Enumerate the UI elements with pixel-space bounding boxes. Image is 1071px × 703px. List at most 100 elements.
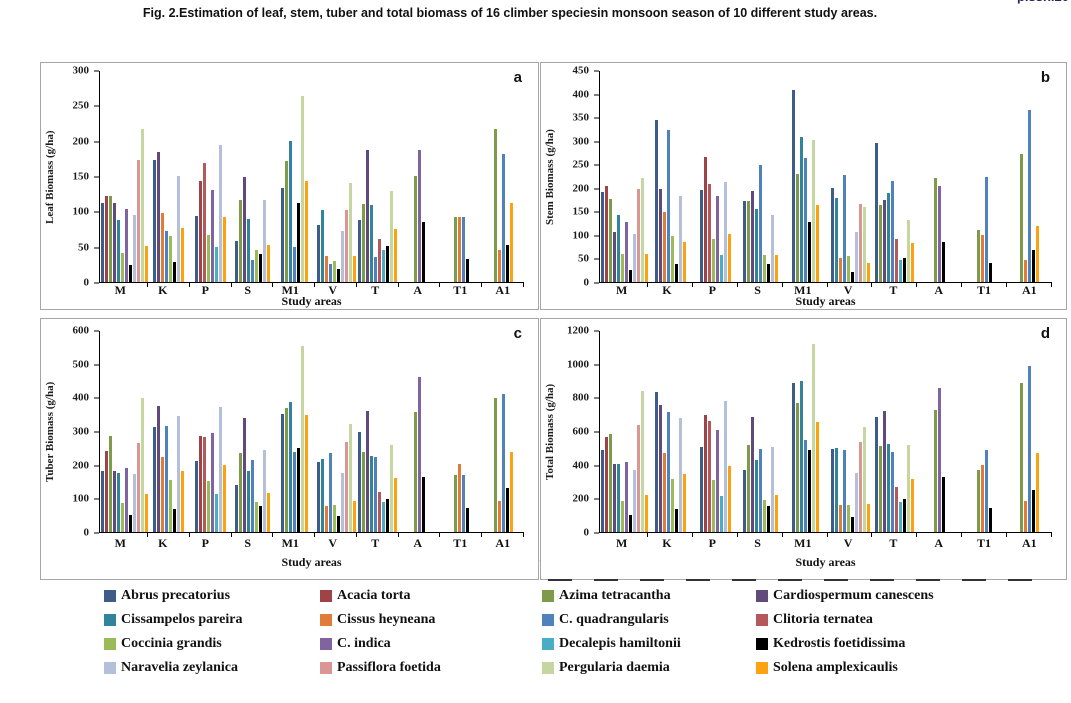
legend-label: Clitoria ternatea [773, 612, 873, 627]
bar-azima-tetracantha [608, 199, 612, 282]
bar-cissampelos-pareira [887, 444, 891, 532]
bar-c-quadrangularis [461, 216, 465, 282]
bar-c-quadrangularis [250, 260, 254, 282]
y-tick-label: 600 [572, 425, 590, 438]
bar-naravelia-zeylanica [678, 196, 682, 282]
bar-passiflora-foetida [858, 441, 862, 532]
bar-c-indica [418, 377, 422, 532]
y-tick-mark [94, 465, 99, 467]
bar-group-A1 [1007, 331, 1052, 537]
bar-c-quadrangularis [501, 154, 505, 282]
bar-coccinia-grandis [711, 239, 715, 282]
bar-kedrostis-foetidissima [766, 264, 770, 282]
legend-item: Pergularia daemia [542, 660, 756, 676]
legend-label: Abrus precatorius [121, 588, 231, 603]
bar-passiflora-foetida [858, 204, 862, 282]
bar-naravelia-zeylanica [177, 175, 181, 282]
bar-cissampelos-pareira [116, 472, 120, 532]
y-tick-label: 200 [72, 459, 90, 472]
bar-azima-tetracantha [284, 407, 288, 532]
bar-solena-amplexicaulis [394, 229, 398, 282]
bar-c-quadrangularis [985, 177, 989, 282]
bar-group-V [828, 331, 873, 537]
bar-c-quadrangularis [842, 449, 846, 532]
bar-azima-tetracantha [238, 200, 242, 282]
bar-cissus-heyneana [324, 255, 328, 282]
panel-letter: d [1040, 325, 1050, 342]
bar-naravelia-zeylanica [723, 182, 727, 282]
legend-item: Cissampelos pareira [104, 612, 320, 628]
x-tick-label: M1 [794, 536, 812, 550]
bar-pergularia-daemia [862, 427, 866, 532]
bar-kedrostis-foetidissima [674, 508, 678, 532]
legend-swatch-icon [542, 590, 554, 602]
bar-cardiospermum-canescens [242, 417, 246, 532]
bar-cardiospermum-canescens [612, 231, 616, 282]
bar-pergularia-daemia [348, 182, 352, 282]
x-axis-labels: M K P S M1 V T A T1 A1 [99, 283, 524, 298]
bar-group-K [648, 71, 693, 287]
bar-solena-amplexicaulis [223, 465, 227, 532]
bar-group-P [693, 71, 738, 287]
bar-acacia-torta [604, 436, 608, 532]
bar-naravelia-zeylanica [340, 230, 344, 282]
bar-naravelia-zeylanica [132, 473, 136, 532]
bar-abrus-precatorius [234, 484, 238, 532]
bar-solena-amplexicaulis [223, 216, 227, 282]
bar-cissampelos-pareira [799, 136, 803, 282]
bar-pergularia-daemia [907, 220, 911, 282]
bar-group-K [148, 331, 190, 537]
bar-coccinia-grandis [846, 255, 850, 282]
bar-coccinia-grandis [620, 501, 624, 532]
x-tick-label: M1 [281, 536, 299, 550]
y-tick-mark [594, 397, 599, 399]
x-tick-label: A [934, 283, 944, 297]
y-tick-mark [94, 282, 99, 284]
bar-group-S [232, 331, 274, 537]
clipped-header-fragment: p.ssn.20 [1017, 0, 1069, 5]
bar-abrus-precatorius [875, 143, 879, 282]
bar-kedrostis-foetidissima [674, 263, 678, 282]
bar-group-M [600, 331, 648, 537]
bar-c-quadrangularis [803, 439, 807, 532]
bar-c-quadrangularis [1028, 366, 1032, 532]
bar-naravelia-zeylanica [219, 407, 223, 532]
bar-cardiospermum-canescens [612, 464, 616, 532]
bar-abrus-precatorius [280, 414, 284, 532]
bar-abrus-precatorius [654, 392, 658, 532]
bar-cardiospermum-canescens [750, 190, 754, 282]
bar-group-V [315, 331, 357, 537]
chart-panel-stem-biomass: Stem Biomass (g/ha) 0 50 100 150 200 250 300 35… [540, 62, 1067, 310]
bar-acacia-torta [199, 181, 203, 282]
bar-pergularia-daemia [862, 206, 866, 282]
bar-naravelia-zeylanica [177, 416, 181, 532]
x-axis-labels: M K P S M1 V T A T1 A1 [599, 536, 1052, 551]
y-axis: 0 50 100 150 200 250 300 [41, 65, 99, 288]
bar-solena-amplexicaulis [352, 500, 356, 532]
y-tick-label: 0 [583, 276, 590, 289]
y-tick-mark [594, 465, 599, 467]
bar-azima-tetracantha [879, 445, 883, 532]
y-tick-label: 100 [572, 229, 590, 242]
bar-cissampelos-pareira [754, 209, 758, 282]
bar-cissampelos-pareira [288, 402, 292, 532]
bar-cardiospermum-canescens [366, 411, 370, 532]
x-tick-label: A [413, 283, 423, 297]
chart-panel-tuber-biomass: Tuber Biomass (g/ha) 0 100 200 300 400 500 600… [40, 318, 539, 580]
bar-pergularia-daemia [640, 391, 644, 532]
x-tick-label: A1 [1021, 283, 1037, 297]
bar-coccinia-grandis [762, 500, 766, 532]
bar-azima-tetracantha [108, 435, 112, 532]
bar-abrus-precatorius [316, 225, 320, 282]
bar-group-S [738, 71, 783, 287]
legend-item: Abrus precatorius [104, 588, 320, 604]
bar-azima-tetracantha [362, 203, 366, 282]
bar-kedrostis-foetidissima [628, 515, 632, 532]
bar-kedrostis-foetidissima [807, 222, 811, 282]
bar-decalepis-hamiltonii [215, 494, 219, 532]
legend-label: C. indica [337, 636, 391, 651]
bar-pergularia-daemia [300, 96, 304, 282]
panel-letter: b [1040, 69, 1050, 86]
y-tick-mark [94, 431, 99, 433]
bar-passiflora-foetida [136, 443, 140, 532]
